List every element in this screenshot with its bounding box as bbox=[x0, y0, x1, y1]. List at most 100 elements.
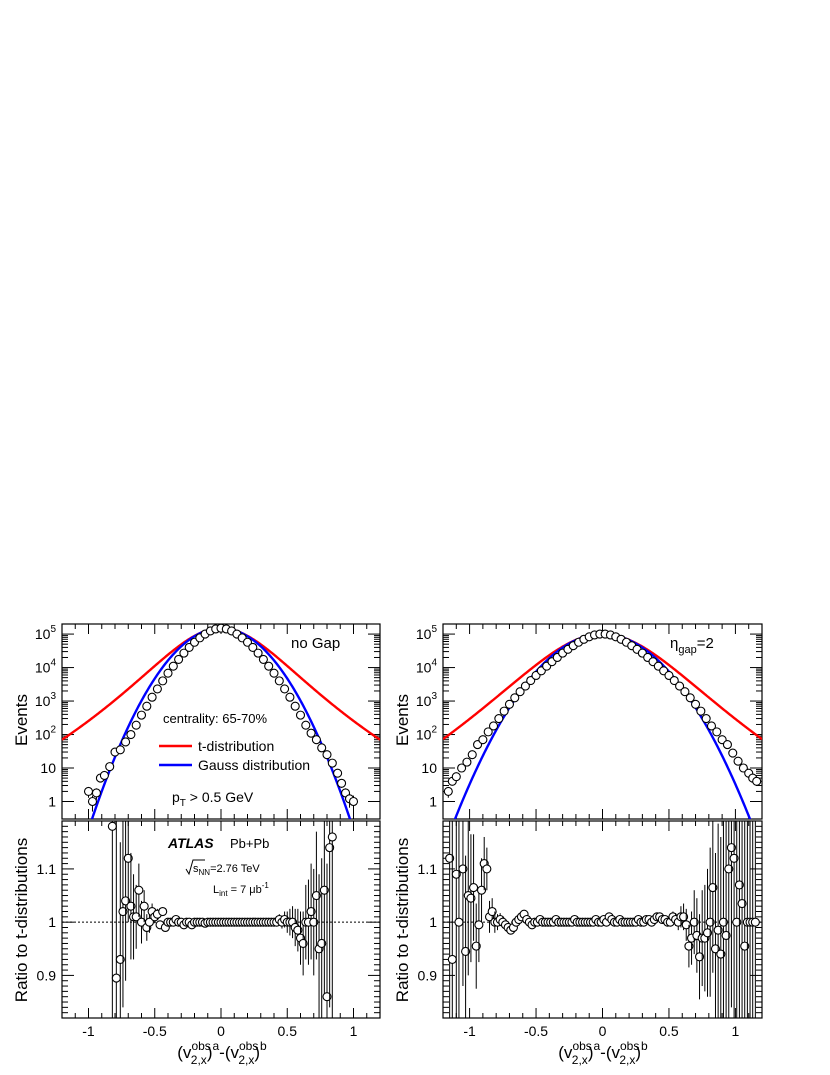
left-top-ylabel: Events bbox=[12, 694, 31, 746]
data-point bbox=[179, 648, 189, 658]
data-point bbox=[131, 720, 141, 730]
data-point bbox=[306, 728, 316, 738]
ratio-point bbox=[716, 949, 726, 959]
ratio-point bbox=[487, 906, 497, 917]
ratio-point bbox=[732, 917, 742, 927]
data-point bbox=[136, 710, 147, 720]
x-tick-label: -0.5 bbox=[143, 1023, 167, 1039]
data-point bbox=[147, 692, 157, 702]
ratio-point bbox=[750, 917, 760, 927]
data-point bbox=[322, 750, 332, 760]
data-point bbox=[115, 745, 125, 755]
ratio-point bbox=[724, 864, 734, 874]
x-tick-label: -0.5 bbox=[524, 1023, 548, 1039]
data-point bbox=[722, 740, 732, 750]
x-tick-label: 1 bbox=[732, 1023, 740, 1039]
data-point bbox=[242, 637, 253, 647]
data-point bbox=[168, 661, 178, 671]
ratio-point bbox=[681, 920, 691, 930]
x-tick-label: -1 bbox=[463, 1023, 476, 1039]
data-point bbox=[510, 693, 520, 703]
y-tick-label: 10 bbox=[40, 760, 56, 776]
right-panel: 1 10 102 103 104 105 -1 -0.5 0 0.5 1 0.9 1 1.1 ηgap=… bbox=[393, 623, 763, 1067]
system-label: Pb+Pb bbox=[230, 836, 269, 851]
y-tick-label: 10 bbox=[421, 760, 437, 776]
ratio-point bbox=[705, 917, 715, 927]
ratio-point bbox=[710, 944, 721, 954]
data-point bbox=[701, 714, 711, 724]
right-bottom-axis: -1 -0.5 0 0.5 1 0.9 1 1.1 bbox=[418, 821, 763, 1039]
data-point bbox=[152, 684, 162, 694]
right-top-ylabel: Events bbox=[393, 694, 412, 746]
ratio-point bbox=[474, 920, 484, 930]
data-point bbox=[451, 772, 461, 782]
ratio-point bbox=[115, 954, 125, 964]
right-top-frame bbox=[442, 623, 763, 820]
data-point bbox=[337, 778, 347, 788]
y-tick-label: 1 bbox=[429, 914, 437, 930]
ratio-point bbox=[325, 843, 335, 853]
left-bottom-ylabel: Ratio to t-distributions bbox=[12, 838, 31, 1002]
pt-cut-label: pT > 0.5 GeV bbox=[172, 789, 254, 809]
data-point bbox=[494, 714, 504, 724]
legend-gauss-label: Gauss distribution bbox=[198, 757, 310, 773]
data-point bbox=[126, 729, 136, 740]
ratio-point bbox=[139, 901, 149, 911]
ratio-point bbox=[309, 917, 319, 927]
data-point bbox=[264, 661, 274, 671]
data-point bbox=[728, 748, 738, 758]
ratio-point bbox=[713, 925, 723, 935]
x-tick-label: 0.5 bbox=[278, 1023, 298, 1039]
ratio-point bbox=[721, 930, 731, 941]
data-point bbox=[317, 743, 327, 753]
right-top-data-points bbox=[443, 629, 762, 798]
ratio-point bbox=[121, 896, 131, 906]
x-tick-label: 1 bbox=[350, 1023, 358, 1039]
data-point bbox=[669, 675, 679, 686]
data-point bbox=[706, 721, 717, 731]
data-point bbox=[478, 735, 488, 745]
data-point bbox=[158, 676, 168, 686]
data-point bbox=[290, 701, 300, 711]
x-tick-label: 0 bbox=[217, 1023, 225, 1039]
data-point bbox=[738, 763, 748, 773]
ratio-point bbox=[319, 885, 329, 895]
ratio-point bbox=[476, 885, 487, 895]
ratio-point bbox=[134, 885, 144, 895]
ratio-point bbox=[708, 883, 718, 893]
data-point bbox=[333, 768, 343, 778]
y-tick-label: 102 bbox=[416, 725, 438, 743]
data-point bbox=[174, 654, 184, 664]
data-point bbox=[467, 750, 477, 760]
centrality-label: centrality: 65-70% bbox=[163, 711, 267, 726]
data-point bbox=[348, 796, 359, 807]
data-point bbox=[184, 642, 194, 652]
ratio-point bbox=[689, 917, 699, 927]
ratio-point bbox=[293, 925, 303, 935]
ratio-point bbox=[123, 853, 133, 863]
atlas-label: ATLAS bbox=[167, 835, 214, 851]
right-top-axis: 1 10 102 103 104 105 bbox=[416, 623, 763, 819]
left-bottom-axis: -1 -0.5 0 0.5 1 0.9 1 1.1 bbox=[37, 821, 381, 1039]
data-point bbox=[311, 735, 321, 745]
ratio-point bbox=[327, 832, 337, 842]
y-tick-label: 0.9 bbox=[37, 967, 57, 983]
y-tick-label: 1.1 bbox=[37, 861, 57, 877]
left-panel: 1 10 102 103 104 105 -1 -0.5 0 0.5 1 0.9 1 1.1 no Ga… bbox=[12, 623, 381, 1067]
data-point bbox=[504, 699, 515, 709]
data-point bbox=[91, 788, 101, 798]
y-tick-label: 104 bbox=[35, 658, 57, 676]
data-point bbox=[733, 756, 743, 766]
data-point bbox=[258, 654, 268, 664]
ratio-point bbox=[482, 864, 492, 874]
ratio-point bbox=[126, 901, 136, 911]
ratio-point bbox=[726, 843, 736, 853]
data-point bbox=[685, 693, 695, 703]
data-point bbox=[712, 727, 722, 737]
right-bottom-ylabel: Ratio to t-distributions bbox=[393, 838, 412, 1002]
x-tick-label: -1 bbox=[82, 1023, 95, 1039]
ratio-point bbox=[158, 906, 168, 917]
data-point bbox=[457, 763, 467, 773]
y-tick-label: 0.9 bbox=[418, 967, 438, 983]
data-point bbox=[280, 684, 290, 694]
